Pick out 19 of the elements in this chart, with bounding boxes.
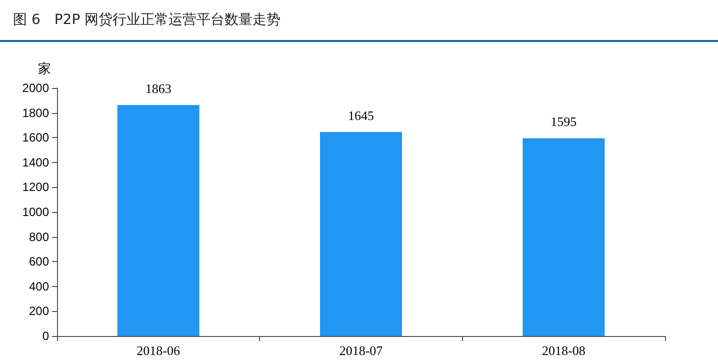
y-tick-label: 0 <box>42 329 50 343</box>
x-tick-label: 2018-08 <box>542 343 586 358</box>
y-tick-label: 1400 <box>22 155 50 170</box>
x-tick-label: 2018-06 <box>136 343 180 358</box>
y-tick-label: 1200 <box>22 180 50 194</box>
chart-title: 图 6 P2P 网贷行业正常运营平台数量走势 <box>13 12 281 28</box>
y-tick-label: 1800 <box>22 106 50 120</box>
y-tick-label: 1000 <box>22 205 50 219</box>
y-tick-label: 600 <box>28 254 50 269</box>
data-label: 1863 <box>145 80 172 96</box>
x-tick-label: 2018-07 <box>339 343 384 358</box>
y-axis-title: 家 <box>38 61 51 77</box>
y-tick-label: 400 <box>28 279 50 294</box>
y-tick-label: 200 <box>28 304 50 318</box>
y-tick-label: 2000 <box>22 81 50 95</box>
data-label: 1645 <box>348 108 374 124</box>
data-label: 1595 <box>550 114 577 130</box>
y-tick-label: 1600 <box>22 130 50 145</box>
y-tick-label: 800 <box>28 230 50 244</box>
